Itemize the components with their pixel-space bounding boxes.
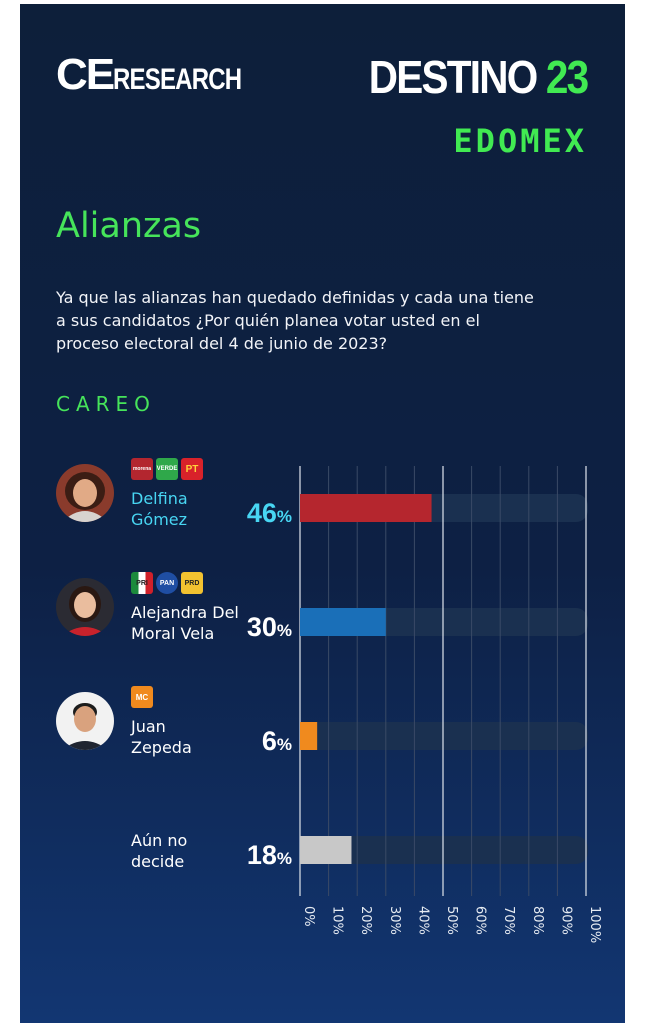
value-label-undecided: 18% xyxy=(246,840,292,870)
x-tick-label: 70% xyxy=(501,906,516,935)
value-label-delfina: 46% xyxy=(246,498,292,528)
bar-3 xyxy=(300,836,352,864)
bar-2 xyxy=(300,722,318,750)
verde-logo-icon: VERDE xyxy=(156,458,178,480)
undecided-label: Aún no decide xyxy=(131,831,188,871)
destino-23-title: DESTINO 23 xyxy=(368,50,588,104)
candidate-name-juan: Juan Zepeda xyxy=(131,717,192,757)
x-tick-label: 30% xyxy=(387,906,402,935)
x-tick-label: 20% xyxy=(358,906,373,935)
mc-logo-icon: MC xyxy=(131,686,153,708)
bar-track xyxy=(300,836,588,864)
x-tick-label: 100% xyxy=(587,906,602,943)
pri-logo-icon: PRI xyxy=(131,572,153,594)
brand-number: 23 xyxy=(545,51,588,103)
x-tick-label: 90% xyxy=(558,906,573,935)
brand-word: DESTINO xyxy=(368,51,537,103)
party-logos-delfina: morena VERDE PT xyxy=(131,458,203,480)
x-tick-label: 50% xyxy=(444,906,459,935)
value-label-juan: 6% xyxy=(261,726,292,756)
x-tick-label: 10% xyxy=(330,906,345,935)
avatar-alejandra-del-moral xyxy=(56,578,114,636)
bar-track xyxy=(300,722,588,750)
x-tick-label: 60% xyxy=(473,906,488,935)
logo-ce-text: CE xyxy=(56,50,115,99)
prd-logo-icon: PRD xyxy=(181,572,203,594)
survey-question: Ya que las alianzas han quedado definida… xyxy=(56,288,534,353)
logo-research-text: RESEARCH xyxy=(113,63,242,96)
bar-chart: 0% 10% 20% 30% 40% 50% 60% 70% 80% 90% 100% xyxy=(299,466,602,943)
x-tick-label: 80% xyxy=(530,906,545,935)
ceresearch-logo: CERESEARCH xyxy=(56,50,273,100)
pan-logo-icon: PAN xyxy=(156,572,178,594)
region-title: EDOMEX xyxy=(453,122,587,160)
x-tick-label: 40% xyxy=(415,906,430,935)
avatar-juan-zepeda xyxy=(56,692,114,750)
bar-0 xyxy=(300,494,432,522)
morena-logo-icon: morena xyxy=(131,458,153,480)
x-tick-label: 0% xyxy=(301,906,316,927)
infographic-card: CERESEARCH DESTINO 23 EDOMEX Alianzas Ya… xyxy=(20,4,625,1023)
value-label-alejandra: 30% xyxy=(246,612,292,642)
party-logos-juan: MC xyxy=(131,686,153,708)
party-logos-alejandra: PRI PAN PRD xyxy=(131,572,203,594)
section-title: Alianzas xyxy=(56,206,202,246)
candidate-name-delfina: Delfina Gómez xyxy=(131,489,188,529)
pt-logo-icon: PT xyxy=(181,458,203,480)
candidate-name-alejandra: Alejandra Del Moral Vela xyxy=(131,603,239,643)
bar-1 xyxy=(300,608,386,636)
subheading-careo: CAREO xyxy=(56,392,156,416)
avatar-delfina-gomez xyxy=(56,464,114,522)
